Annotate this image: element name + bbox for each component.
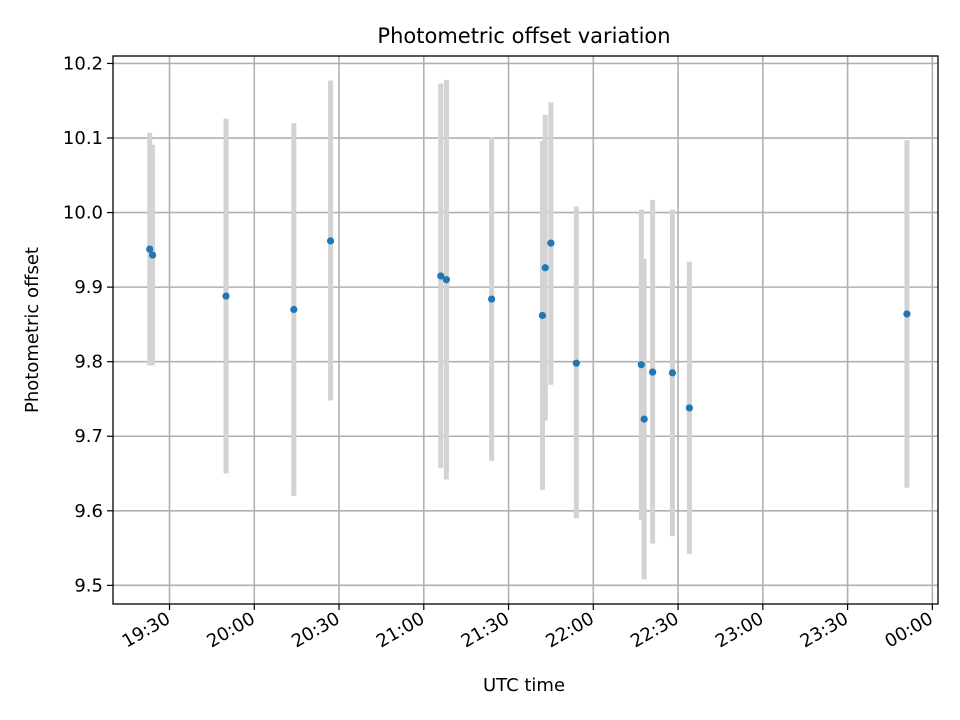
data-point	[572, 359, 580, 367]
data-point	[640, 415, 648, 423]
data-points	[146, 237, 911, 423]
data-point	[685, 404, 693, 412]
y-tick-label: 10.1	[63, 128, 103, 149]
y-tick-label: 9.6	[74, 501, 103, 522]
grid	[113, 56, 938, 604]
data-point	[222, 292, 230, 300]
data-point	[903, 310, 911, 318]
data-point	[547, 239, 555, 247]
y-tick-label: 9.7	[74, 426, 103, 447]
data-point	[668, 369, 677, 377]
plot-area	[112, 55, 939, 605]
x-axis-title: UTC time	[483, 675, 565, 696]
y-tick-label: 9.8	[74, 352, 103, 373]
data-point	[437, 272, 445, 280]
y-tick-label: 9.9	[74, 277, 103, 298]
y-axis: 9.5 9.6 9.7 9.8 9.9 10.0 10.1 10.2	[63, 53, 113, 596]
chart-title: Photometric offset variation	[377, 24, 670, 48]
data-point	[442, 276, 450, 284]
data-point	[487, 295, 496, 303]
plot-frame	[112, 55, 939, 605]
data-point	[637, 361, 645, 369]
data-point	[148, 251, 157, 259]
data-point	[541, 264, 549, 272]
data-point	[326, 237, 335, 245]
y-axis-title: Photometric offset	[22, 247, 43, 413]
data-point	[290, 305, 298, 314]
y-tick-label: 10.2	[63, 53, 103, 74]
plot-background	[113, 56, 938, 604]
data-point	[146, 245, 154, 253]
y-tick-label: 9.5	[74, 575, 103, 596]
data-point	[649, 368, 657, 376]
y-tick-label: 10.0	[63, 203, 103, 224]
data-point	[538, 311, 547, 320]
